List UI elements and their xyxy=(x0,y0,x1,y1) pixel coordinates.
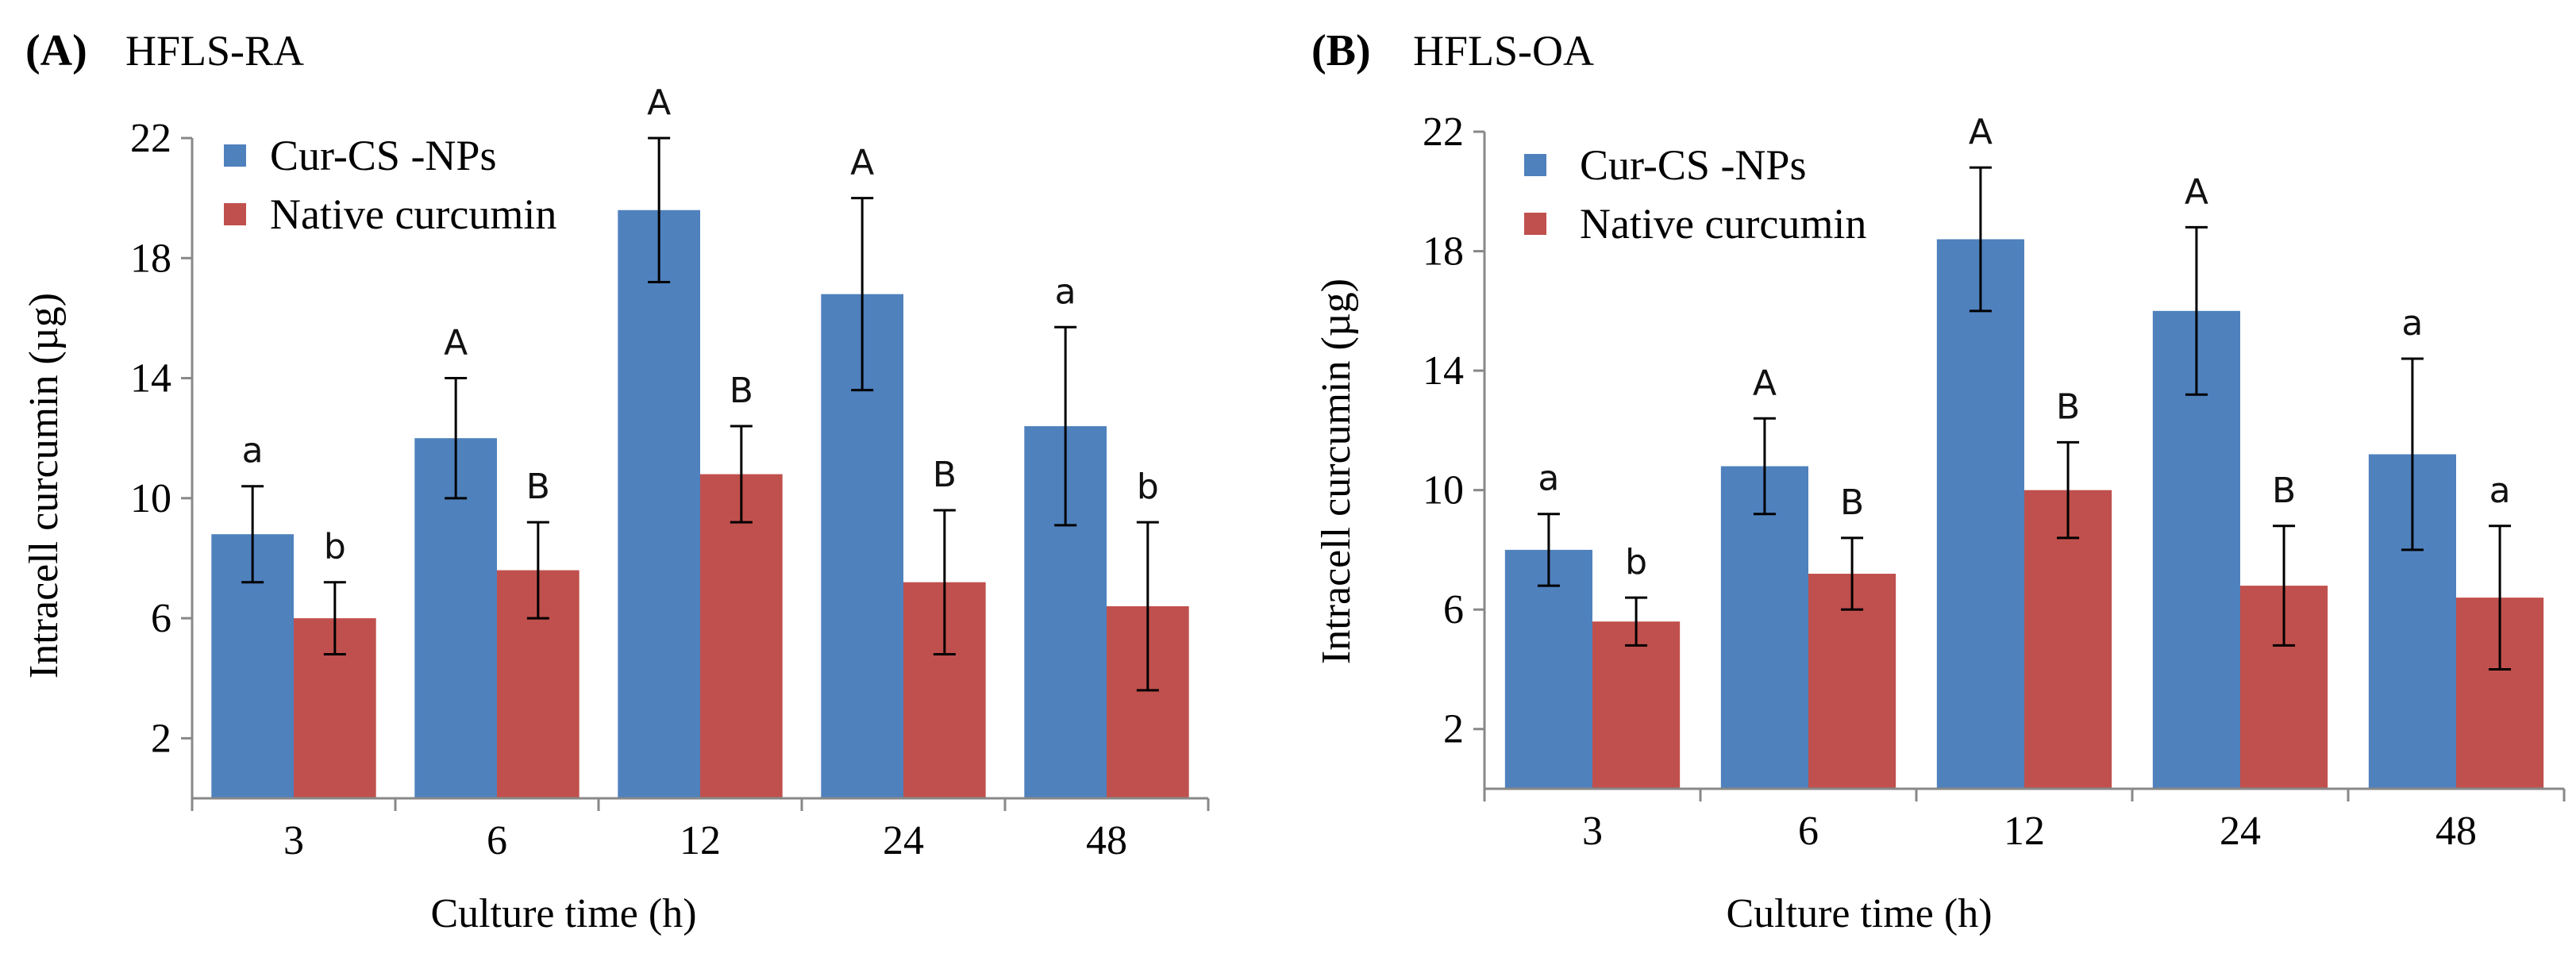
panel-a-error-bar-native-curcumin xyxy=(323,581,346,655)
panel-b-bar-native-curcumin xyxy=(1592,621,1681,789)
panel-a-error-bar-cur-cs-nps xyxy=(445,377,468,500)
panel-b-y-axis-label: Intracell curcumin (µg) xyxy=(1314,279,1359,664)
panel-b-legend-label-cur-cs-nps: Cur-CS -NPs xyxy=(1580,141,1806,189)
panel-b-bars: a A A Aa b B B B a xyxy=(1504,112,2544,789)
panel-a-significance-label-native-curcumin: B xyxy=(730,371,753,411)
panel-b-x-tick-label: 24 xyxy=(2220,809,2261,854)
panel-a-legend-label-cur-cs-nps: Cur-CS -NPs xyxy=(270,132,496,179)
panel-a-bar-native-curcumin xyxy=(700,474,783,798)
panel-a-significance-label-cur-cs-nps: A xyxy=(850,143,874,183)
panel-b-error-bar-cur-cs-nps xyxy=(1969,166,1992,313)
panel-a-error-bar-native-curcumin xyxy=(730,425,753,524)
panel-b-x-axis-label: Culture time (h) xyxy=(1726,891,1992,936)
panel-b-legend-swatch-cur-cs-nps xyxy=(1524,154,1546,176)
panel-b-error-bar-native-curcumin xyxy=(2489,525,2512,671)
panel-a-y-tick-label: 6 xyxy=(151,596,171,641)
panel-a-error-bar-native-curcumin xyxy=(933,509,956,655)
panel-b-bar-native-curcumin xyxy=(2024,490,2112,789)
panel-b-legend: Cur-CS -NPs Native curcumin xyxy=(1524,141,1866,248)
panel-b-axes xyxy=(1483,132,2564,790)
panel-a-legend-swatch-cur-cs-nps xyxy=(224,144,246,167)
panel-a-significance-label-native-curcumin: B xyxy=(933,455,957,495)
panel-b-significance-label-native-curcumin: b xyxy=(1625,542,1647,582)
panel-b-significance-label-cur-cs-nps: a xyxy=(1538,459,1559,499)
panel-b-significance-label-native-curcumin: B xyxy=(1840,482,1864,523)
panel-a-y-ticks: 2 6 10 14 18 22 xyxy=(130,116,192,761)
panel-b-letter: (B) xyxy=(1311,26,1371,75)
panel-b-y-tick-label: 14 xyxy=(1423,348,1464,394)
panel-a-significance-label-native-curcumin: B xyxy=(526,467,550,507)
panel-b-error-bar-native-curcumin xyxy=(2273,525,2296,647)
panel-b-title: HFLS-OA xyxy=(1413,27,1594,75)
panel-a-bars: a A A Aa b B B B b xyxy=(211,83,1189,798)
panel-a-y-tick-label: 18 xyxy=(130,236,171,281)
panel-a-x-tick-label: 6 xyxy=(487,818,507,863)
panel-a-error-bar-native-curcumin xyxy=(1136,521,1159,692)
panel-b-y-tick-label: 22 xyxy=(1423,110,1464,155)
panel-b-legend-label-native-curcumin: Native curcumin xyxy=(1580,200,1866,248)
panel-b-error-bar-native-curcumin xyxy=(1625,596,1648,647)
panel-b-x-tick-label: 3 xyxy=(1582,809,1603,854)
panel-b-x-ticks: 3 6 12 24 48 xyxy=(1483,789,2566,854)
panel-b-significance-label-native-curcumin: B xyxy=(2056,386,2080,427)
panel-a-x-tick-label: 24 xyxy=(883,818,924,863)
panel-b-error-bar-cur-cs-nps xyxy=(1753,417,1776,516)
panel-b-significance-label-cur-cs-nps: A xyxy=(2185,171,2208,212)
panel-a-axes xyxy=(191,138,1208,800)
panel-a-legend-label-native-curcumin: Native curcumin xyxy=(270,190,556,238)
panel-a-y-tick-label: 2 xyxy=(151,716,171,761)
panel-a-significance-label-cur-cs-nps: A xyxy=(444,323,468,363)
panel-b-error-bar-cur-cs-nps xyxy=(2401,357,2424,552)
panel-a-title: HFLS-RA xyxy=(125,27,304,75)
panel-b-bar-cur-cs-nps xyxy=(1936,239,2024,789)
panel-a-y-tick-label: 10 xyxy=(130,476,171,521)
panel-a-y-tick-label: 14 xyxy=(130,356,171,402)
panel-b-legend-swatch-native-curcumin xyxy=(1524,213,1546,235)
panel-a-x-tick-label: 48 xyxy=(1086,818,1127,863)
panel-a-error-bar-cur-cs-nps xyxy=(648,136,671,284)
panel-b-error-bar-cur-cs-nps xyxy=(1537,513,1560,587)
panel-b-x-tick-label: 12 xyxy=(2004,809,2045,854)
panel-a-letter: (A) xyxy=(25,26,87,75)
panel-b-error-bar-cur-cs-nps xyxy=(2185,225,2208,396)
panel-b-significance-label-native-curcumin: B xyxy=(2272,471,2296,511)
panel-b-x-tick-label: 6 xyxy=(1798,809,1819,854)
panel-b-error-bar-native-curcumin xyxy=(2057,440,2080,540)
panel-b-bar-cur-cs-nps xyxy=(1720,466,1808,789)
panel-a-error-bar-cur-cs-nps xyxy=(1054,325,1077,527)
panel-a-y-tick-label: 22 xyxy=(130,116,171,161)
panel-b-y-tick-label: 2 xyxy=(1443,707,1464,752)
panel-b-error-bar-native-curcumin xyxy=(1841,536,1864,611)
panel-a-x-ticks: 3 6 12 24 48 xyxy=(191,798,1210,863)
panel-a-legend: Cur-CS -NPs Native curcumin xyxy=(224,132,556,238)
panel-a-error-bar-native-curcumin xyxy=(526,521,549,620)
panel-b-significance-label-cur-cs-nps: A xyxy=(1753,363,1777,403)
panel-a-error-bar-cur-cs-nps xyxy=(241,485,264,584)
panel-a-significance-label-cur-cs-nps: a xyxy=(242,431,264,471)
panel-b-y-tick-label: 18 xyxy=(1423,229,1464,275)
panel-a-x-axis-label: Culture time (h) xyxy=(430,891,696,936)
panel-b-significance-label-native-curcumin: a xyxy=(2489,471,2511,511)
panel-b-significance-label-cur-cs-nps: A xyxy=(1969,112,1993,152)
panel-a-significance-label-native-curcumin: b xyxy=(324,527,346,567)
panel-a: (A) HFLS-RA Intracell curcumin (µg) Cult… xyxy=(21,26,1210,936)
panel-b-y-tick-label: 6 xyxy=(1443,587,1464,632)
panel-a-x-tick-label: 12 xyxy=(680,818,721,863)
panel-a-y-axis-label: Intracell curcumin (µg) xyxy=(21,293,67,678)
panel-a-legend-swatch-native-curcumin xyxy=(224,203,246,225)
panel-a-error-bar-cur-cs-nps xyxy=(851,197,874,392)
panel-a-bar-cur-cs-nps xyxy=(618,209,700,798)
panel-a-significance-label-cur-cs-nps: A xyxy=(647,83,671,123)
panel-b-y-ticks: 2 6 10 14 18 22 xyxy=(1423,110,1484,752)
panel-b-y-tick-label: 10 xyxy=(1423,468,1464,513)
panel-b-significance-label-cur-cs-nps: a xyxy=(2401,303,2423,344)
panel-a-x-tick-label: 3 xyxy=(283,818,304,863)
panel-b-bar-cur-cs-nps xyxy=(1504,549,1592,789)
panel-a-significance-label-native-curcumin: b xyxy=(1137,467,1159,507)
panel-a-significance-label-cur-cs-nps: a xyxy=(1055,271,1076,312)
panel-b-x-tick-label: 48 xyxy=(2435,809,2477,854)
panel-b: (B) HFLS-OA Intracell curcumin (µg) Cult… xyxy=(1311,26,2566,936)
